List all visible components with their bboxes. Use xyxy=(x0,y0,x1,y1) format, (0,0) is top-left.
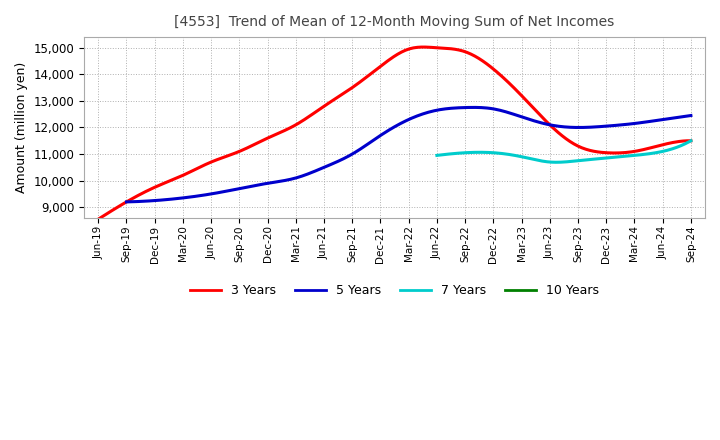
5 Years xyxy=(458,105,467,110)
5 Years xyxy=(469,105,478,110)
7 Years xyxy=(585,157,593,162)
5 Years xyxy=(467,105,476,110)
Line: 7 Years: 7 Years xyxy=(437,141,691,162)
5 Years xyxy=(687,113,696,118)
Y-axis label: Amount (million yen): Amount (million yen) xyxy=(15,62,28,193)
7 Years xyxy=(552,160,561,165)
7 Years xyxy=(687,138,696,143)
3 Years xyxy=(687,138,696,143)
3 Years xyxy=(96,215,104,220)
7 Years xyxy=(589,157,598,162)
3 Years xyxy=(446,46,455,51)
3 Years xyxy=(459,48,467,54)
5 Years xyxy=(122,199,131,205)
7 Years xyxy=(584,157,593,162)
5 Years xyxy=(124,199,132,205)
7 Years xyxy=(647,151,656,156)
3 Years xyxy=(419,44,428,50)
7 Years xyxy=(664,147,672,153)
Line: 5 Years: 5 Years xyxy=(127,107,691,202)
7 Years xyxy=(433,153,441,158)
3 Years xyxy=(94,216,102,222)
Legend: 3 Years, 5 Years, 7 Years, 10 Years: 3 Years, 5 Years, 7 Years, 10 Years xyxy=(185,279,604,302)
5 Years xyxy=(456,105,465,110)
3 Years xyxy=(633,148,642,154)
Line: 3 Years: 3 Years xyxy=(98,47,691,219)
7 Years xyxy=(433,153,442,158)
3 Years xyxy=(449,46,457,51)
5 Years xyxy=(600,124,608,129)
3 Years xyxy=(595,150,604,155)
Title: [4553]  Trend of Mean of 12-Month Moving Sum of Net Incomes: [4553] Trend of Mean of 12-Month Moving … xyxy=(174,15,615,29)
5 Years xyxy=(636,120,644,125)
